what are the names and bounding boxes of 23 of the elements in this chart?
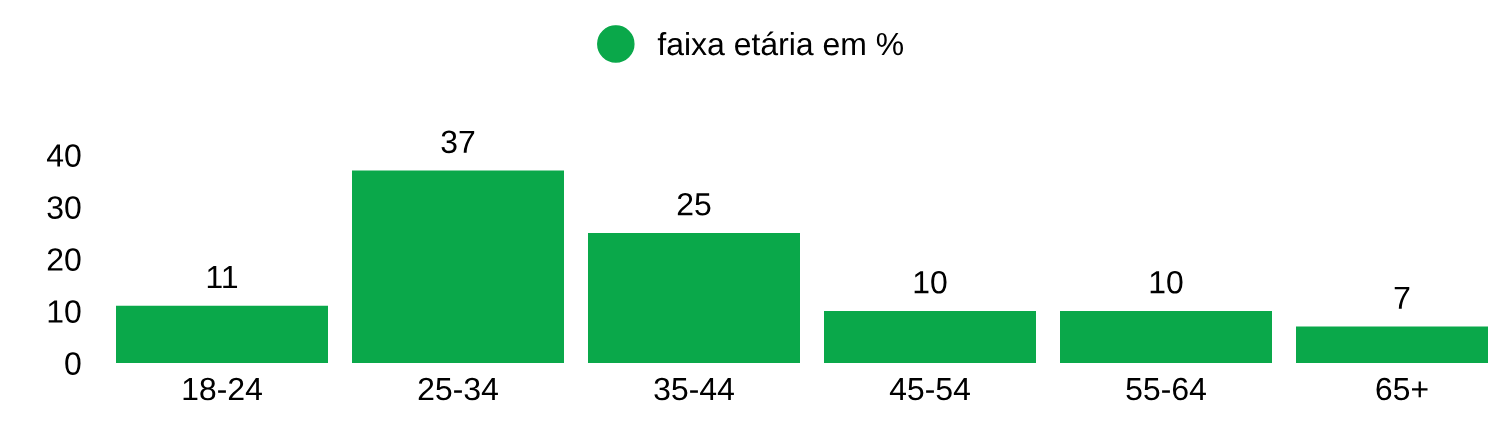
legend-label: faixa etária em % xyxy=(657,31,903,56)
data-label: 37 xyxy=(441,130,475,154)
data-label: 10 xyxy=(1150,270,1183,294)
data-label: 11 xyxy=(207,266,238,289)
bar xyxy=(1060,311,1272,363)
x-tick-label: 35-44 xyxy=(654,377,734,401)
x-tick-label: 65+ xyxy=(1376,377,1428,401)
x-tick-label: 45-54 xyxy=(889,378,970,401)
bar xyxy=(116,305,328,363)
data-label: 10 xyxy=(914,270,947,294)
data-label: 7 xyxy=(1394,286,1410,309)
x-tick-label: 55-64 xyxy=(1126,377,1206,401)
y-tick-label: 20 xyxy=(47,248,81,271)
y-tick-label: 10 xyxy=(48,300,81,323)
x-tick-label: 25-34 xyxy=(418,377,498,401)
bar xyxy=(352,170,564,363)
y-tick-label: 0 xyxy=(65,352,81,375)
y-tick-label: 30 xyxy=(47,196,81,219)
data-label: 25 xyxy=(677,192,711,216)
y-tick-label: 40 xyxy=(46,144,81,167)
x-tick-label: 18-24 xyxy=(183,377,262,401)
bar xyxy=(588,233,800,363)
bar xyxy=(824,311,1036,363)
